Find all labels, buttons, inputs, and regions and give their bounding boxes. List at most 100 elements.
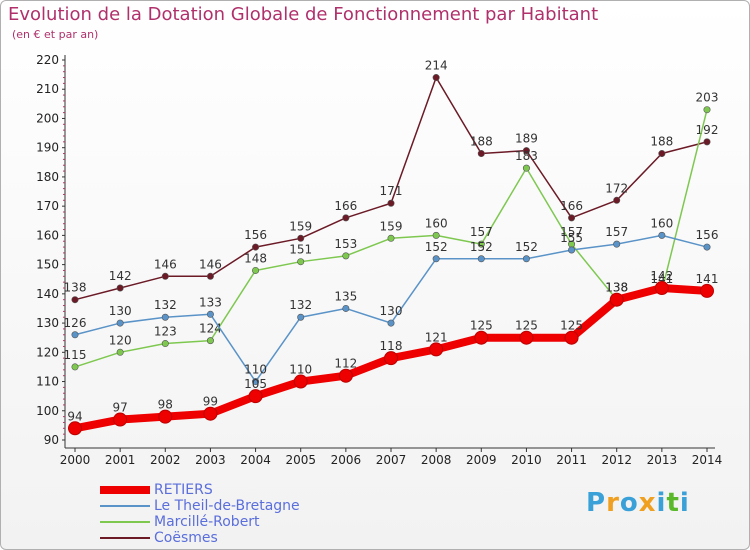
data-label: 156 (696, 228, 719, 242)
logo-letter: i (679, 488, 690, 518)
data-label: 157 (605, 225, 628, 239)
x-tick-label: 2007 (376, 453, 407, 467)
data-label: 157 (560, 225, 583, 239)
data-label: 142 (650, 269, 673, 283)
data-label: 152 (425, 240, 448, 254)
data-label: 152 (470, 240, 493, 254)
legend-swatch (100, 486, 150, 494)
x-tick-label: 2000 (60, 453, 91, 467)
legend-item: Marcillé-Robert (100, 514, 300, 530)
data-point (432, 255, 440, 263)
data-label: 160 (425, 216, 448, 230)
data-label: 138 (64, 281, 87, 295)
data-point (161, 272, 169, 280)
data-label: 94 (67, 409, 82, 423)
logo-letter: t (666, 488, 680, 518)
data-label: 132 (289, 298, 312, 312)
data-point (113, 412, 128, 427)
data-label: 153 (334, 237, 357, 251)
x-tick-label: 2003 (195, 453, 226, 467)
data-point (116, 284, 124, 292)
y-tick-label: 120 (36, 345, 59, 359)
logo-letter: P (586, 488, 607, 518)
data-point (206, 310, 214, 318)
y-tick-label: 150 (36, 258, 59, 272)
data-label: 171 (380, 184, 403, 198)
data-point (293, 374, 308, 389)
legend-swatch (100, 505, 150, 507)
data-point (477, 150, 485, 158)
data-label: 138 (605, 281, 628, 295)
data-label: 125 (515, 319, 538, 333)
data-label: 132 (154, 298, 177, 312)
data-point (297, 234, 305, 242)
data-label: 188 (470, 135, 493, 149)
y-tick-label: 200 (36, 111, 59, 125)
data-point (658, 231, 666, 239)
data-point (519, 330, 534, 345)
data-label: 166 (560, 199, 583, 213)
data-point (429, 342, 444, 357)
data-label: 155 (560, 231, 583, 245)
data-label: 135 (334, 289, 357, 303)
data-label: 183 (515, 149, 538, 163)
data-point (477, 255, 485, 263)
data-label: 97 (113, 401, 128, 415)
data-label: 148 (244, 251, 267, 265)
data-label: 123 (154, 325, 177, 339)
legend-label: Coësmes (154, 530, 218, 546)
data-point (522, 255, 530, 263)
data-point (252, 266, 260, 274)
y-tick-label: 100 (36, 404, 59, 418)
data-point (252, 243, 260, 251)
data-point (432, 231, 440, 239)
data-point (658, 150, 666, 158)
data-label: 110 (244, 363, 267, 377)
data-label: 99 (203, 395, 218, 409)
legend-item: Coësmes (100, 530, 300, 546)
y-tick-label: 170 (36, 199, 59, 213)
legend-swatch (100, 521, 150, 523)
data-label: 121 (425, 330, 448, 344)
data-label: 146 (199, 257, 222, 271)
data-point (206, 337, 214, 345)
data-point (116, 348, 124, 356)
data-label: 214 (425, 59, 448, 73)
data-label: 203 (696, 91, 719, 105)
x-tick-label: 2010 (511, 453, 542, 467)
data-label: 157 (470, 225, 493, 239)
logo-letter: o (619, 488, 639, 518)
data-point (116, 319, 124, 327)
data-point (564, 330, 579, 345)
data-point (613, 196, 621, 204)
chart-subtitle: (en € et par an) (12, 28, 99, 41)
chart-legend: RETIERS Le Theil-de-Bretagne Marcillé-Robe… (100, 482, 300, 546)
data-label: 141 (650, 272, 673, 286)
x-tick-label: 2012 (601, 453, 632, 467)
legend-label: RETIERS (154, 482, 213, 498)
data-label: 125 (470, 319, 493, 333)
legend-item: RETIERS (100, 482, 300, 498)
data-label: 141 (696, 272, 719, 286)
legend-item: Le Theil-de-Bretagne (100, 498, 300, 514)
data-label: 112 (334, 357, 357, 371)
x-tick-label: 2006 (331, 453, 362, 467)
legend-swatch (100, 537, 150, 539)
data-label: 151 (289, 243, 312, 257)
data-point (161, 340, 169, 348)
data-point (68, 421, 82, 436)
y-tick-label: 180 (36, 170, 59, 184)
y-tick-label: 130 (36, 316, 59, 330)
data-label: 124 (199, 322, 222, 336)
data-label: 159 (380, 219, 403, 233)
data-label: 98 (158, 398, 173, 412)
data-point (252, 378, 260, 386)
x-tick-label: 2014 (692, 453, 723, 467)
y-tick-label: 90 (44, 433, 59, 447)
legend-label: Le Theil-de-Bretagne (154, 498, 300, 514)
data-label: 115 (64, 348, 87, 362)
data-label: 105 (244, 377, 267, 391)
data-label: 120 (109, 333, 132, 347)
